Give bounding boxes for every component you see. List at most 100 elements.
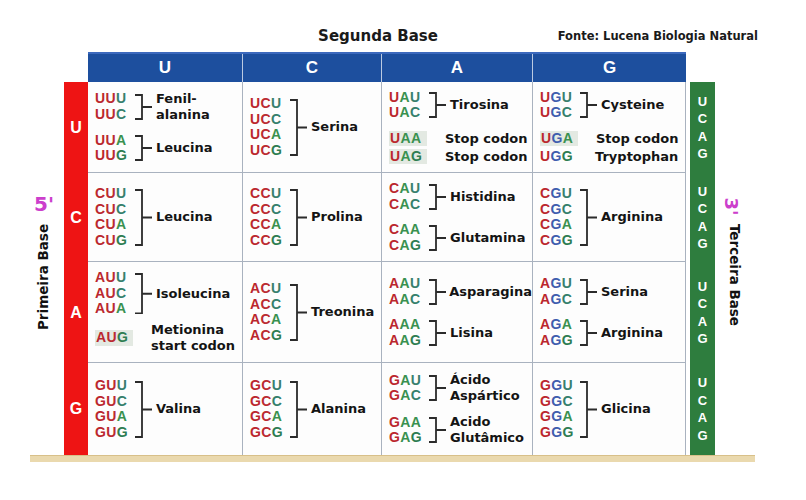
nucleotide-letter: A	[400, 414, 411, 430]
nucleotide-letter: U	[271, 95, 282, 111]
codon-ACC: ACC	[250, 297, 287, 313]
bracket	[132, 135, 153, 161]
nucleotide-letter: C	[116, 285, 127, 301]
third-base-A: A	[698, 313, 707, 331]
nucleotide-letter: C	[117, 393, 128, 409]
amino-acid-label-line: Cysteine	[601, 97, 664, 113]
third-base-U: U	[698, 374, 707, 392]
codon-GAG: GAG	[389, 430, 426, 446]
codon-CAU: CAU	[389, 181, 426, 197]
nucleotide-letter: A	[250, 311, 261, 327]
codon-GCU: GCU	[250, 378, 287, 394]
nucleotide-letter: U	[410, 89, 421, 105]
cell-C-A: CAUCACHistidinaCAACAGGlutamina	[382, 173, 533, 262]
third-base-G: G	[697, 235, 707, 253]
third-base-group-row-U: UCAG	[690, 82, 715, 173]
nucleotide-letter: A	[400, 316, 411, 332]
nucleotide-letter: C	[410, 196, 421, 212]
nucleotide-letter: A	[400, 429, 411, 445]
nucleotide-letter: A	[389, 291, 400, 307]
nucleotide-letter: C	[261, 327, 272, 343]
amino-acid-label-line: Fenil-	[156, 91, 210, 107]
bracket	[426, 279, 446, 305]
nucleotide-letter: G	[116, 232, 127, 248]
nucleotide-letter: A	[400, 104, 411, 120]
nucleotide-letter: U	[117, 377, 128, 393]
codon-GUU: GUU	[95, 378, 132, 394]
codon-CGC: CGC	[540, 202, 577, 218]
amino-acid-label-line: Serina	[311, 119, 358, 135]
cell-A-U: AUUAUCAUA Isoleucina AUG Metioninastart cod…	[88, 262, 243, 363]
nucleotide-letter: G	[551, 216, 562, 232]
amino-acid-label: Isoleucina	[156, 286, 230, 302]
codon-CUG: CUG	[95, 233, 132, 249]
nucleotide-letter: G	[272, 424, 283, 440]
amino-acid-label-line: Arginina	[601, 325, 663, 341]
nucleotide-letter: U	[116, 185, 127, 201]
codon-UGU: UGU	[540, 90, 577, 106]
codon-AGG: AGG	[540, 333, 577, 349]
codon-UAG: UAG	[389, 149, 427, 165]
codon-GCA: GCA	[250, 409, 287, 425]
bracket	[577, 320, 598, 346]
codon-GUC: GUC	[95, 394, 132, 410]
codon-group: GUUGUCGUAGUGValina	[95, 378, 242, 440]
nucleotide-letter: A	[95, 285, 106, 301]
amino-acid-label: Metioninastart codon	[151, 322, 235, 354]
nucleotide-letter: G	[389, 387, 400, 403]
amino-acid-label-line: Aspártico	[450, 388, 520, 404]
nucleotide-letter: G	[116, 147, 127, 163]
amino-acid-label: Arginina	[601, 209, 663, 225]
codon-CAC: CAC	[389, 197, 426, 213]
amino-acid-label-line: Lisina	[450, 325, 493, 341]
amino-acid-label-line: Leucina	[156, 209, 213, 225]
table-bottom-strip	[30, 455, 755, 462]
nucleotide-letter: G	[552, 130, 563, 146]
codon-stack: ACUACCACAACG	[250, 281, 287, 343]
nucleotide-letter: U	[250, 126, 261, 142]
nucleotide-letter: C	[389, 221, 400, 237]
third-base-C: C	[698, 110, 707, 128]
nucleotide-letter: A	[250, 327, 261, 343]
nucleotide-letter: C	[271, 111, 282, 127]
codon-table-figure: Segunda Base Fonte: Lucena Biologia Natu…	[0, 0, 806, 500]
nucleotide-letter: U	[563, 377, 574, 393]
third-base-G: G	[697, 145, 707, 163]
codon-UUA: UUA	[95, 133, 132, 149]
nucleotide-letter: A	[540, 291, 551, 307]
codon-GUA: GUA	[95, 409, 132, 425]
nucleotide-letter: C	[540, 185, 551, 201]
nucleotide-letter: U	[106, 300, 117, 316]
codon-CUU: CUU	[95, 186, 132, 202]
bracket	[132, 381, 153, 438]
codon-stack: UGUUGC	[540, 90, 577, 121]
nucleotide-letter: G	[95, 377, 106, 393]
bracket	[132, 273, 153, 315]
nucleotide-letter: U	[410, 180, 421, 196]
amino-acid-label: Arginina	[601, 325, 663, 341]
codon-stack: GAUGAC	[389, 373, 426, 404]
amino-acid-label: Fenil-alanina	[156, 91, 210, 123]
amino-acid-label: Asparagina	[449, 284, 532, 300]
nucleotide-letter: A	[410, 316, 421, 332]
codon-group: AAUAACAsparagina	[389, 276, 532, 307]
nucleotide-letter: A	[540, 316, 551, 332]
codon-stack: UAUUAC	[389, 90, 426, 121]
codon-stack: CAUCAC	[389, 181, 426, 212]
codon-GCC: GCC	[250, 394, 287, 410]
amino-acid-label-line: alanina	[156, 107, 210, 123]
nucleotide-letter: C	[250, 201, 261, 217]
nucleotide-letter: C	[272, 393, 283, 409]
codon-CGG: CGG	[540, 233, 577, 249]
nucleotide-letter: C	[389, 237, 400, 253]
nucleotide-letter: C	[271, 296, 282, 312]
codon-stack: AUUAUCAUA	[95, 270, 132, 317]
nucleotide-letter: G	[551, 148, 562, 164]
bracket	[426, 375, 447, 401]
nucleotide-letter: G	[250, 377, 261, 393]
nucleotide-letter: A	[400, 372, 411, 388]
nucleotide-letter: G	[117, 329, 128, 345]
codon-UUU: UUU	[95, 91, 132, 107]
nucleotide-letter: G	[551, 291, 562, 307]
codon-lines-block: UAAStop codonUAGStop codon	[389, 131, 532, 165]
